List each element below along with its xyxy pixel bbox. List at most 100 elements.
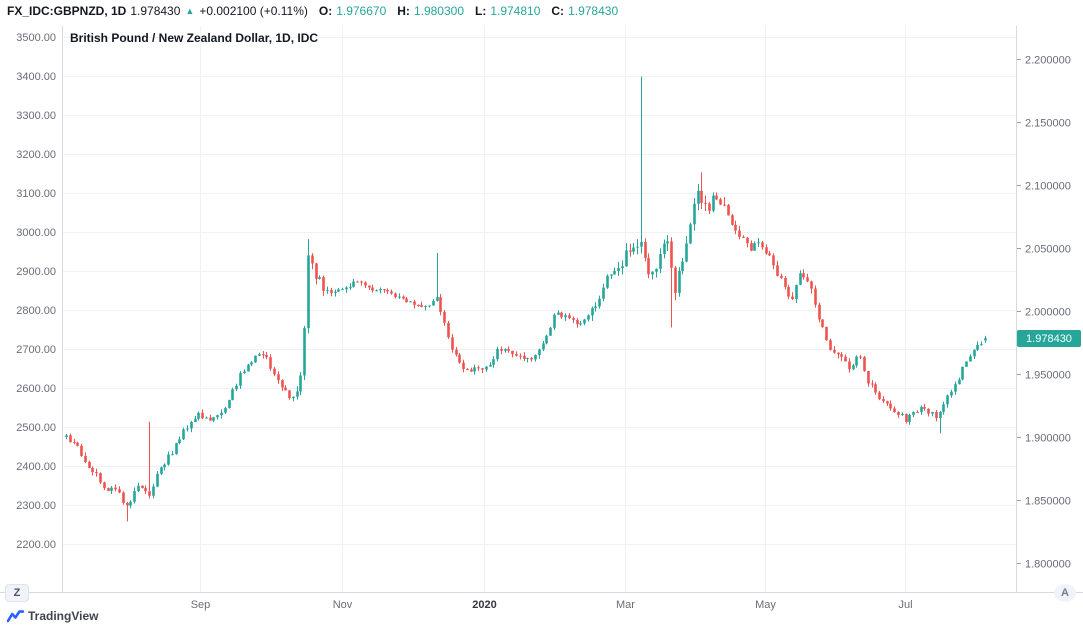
candle-body xyxy=(296,391,299,397)
candle-body xyxy=(636,246,639,248)
candle-body xyxy=(784,277,787,287)
candle-body xyxy=(549,327,552,336)
candle-body xyxy=(148,491,151,496)
candle-body xyxy=(583,319,586,324)
candle-body xyxy=(250,362,253,365)
price-scale-right[interactable] xyxy=(1016,26,1083,592)
candle-body xyxy=(799,273,802,285)
candle-body xyxy=(390,291,393,294)
candle-body xyxy=(939,411,942,418)
candle-body xyxy=(757,242,760,244)
candle-body xyxy=(954,384,957,392)
candle-body xyxy=(674,267,677,293)
symbol-title-legend[interactable]: FX_IDC:GBPNZD, 1D xyxy=(7,4,127,18)
y-axis-left-label: 3000.00 xyxy=(16,227,56,239)
candle-body xyxy=(186,428,189,430)
candle-body xyxy=(557,312,560,315)
candle-body xyxy=(133,491,136,502)
candle-body xyxy=(617,267,620,271)
candle-body xyxy=(731,215,734,225)
open-value: 1.976670 xyxy=(336,4,387,18)
up-arrow-icon: ▲ xyxy=(185,6,195,16)
candle-body xyxy=(69,435,72,443)
time-scale[interactable] xyxy=(0,592,1083,612)
y-axis-left-label: 3400.00 xyxy=(16,71,56,83)
candle-body xyxy=(526,358,529,360)
candle-body xyxy=(383,289,386,291)
candle-body xyxy=(292,396,295,399)
tradingview-logo[interactable]: TradingView xyxy=(7,609,98,623)
y-axis-left-label: 2500.00 xyxy=(16,422,56,434)
candle-body xyxy=(413,301,416,305)
candle-body xyxy=(88,461,91,468)
y-axis-right-label: 2.150000 xyxy=(1025,118,1071,130)
candle-body xyxy=(80,445,83,456)
candle-body xyxy=(874,384,877,393)
candle-body xyxy=(303,328,306,376)
candle-body xyxy=(175,443,178,455)
candle-body xyxy=(481,368,484,370)
candle-body xyxy=(587,315,590,320)
candle-body xyxy=(402,296,405,299)
candle-body xyxy=(523,355,526,359)
candle-body xyxy=(496,349,499,360)
price-scale-left[interactable] xyxy=(0,26,62,592)
candle-body xyxy=(455,349,458,355)
candle-body xyxy=(262,354,265,356)
candle-body xyxy=(715,195,718,200)
candle-body xyxy=(776,265,779,276)
high-value: 1.980300 xyxy=(413,4,464,18)
close-label: C: xyxy=(551,4,565,18)
candle-body xyxy=(598,298,601,307)
candle-body xyxy=(576,319,579,325)
candle-body xyxy=(976,344,979,350)
candle-body xyxy=(243,371,246,374)
candle-body xyxy=(352,281,355,287)
candle-body xyxy=(973,349,976,357)
timezone-button[interactable]: Z xyxy=(5,584,29,602)
candle-body xyxy=(882,399,885,402)
y-axis-left-label: 2700.00 xyxy=(16,344,56,356)
candle-body xyxy=(560,312,563,318)
candle-body xyxy=(288,390,291,399)
candle-body xyxy=(511,350,514,355)
candle-body xyxy=(167,454,170,465)
candle-body xyxy=(859,356,862,358)
candle-body xyxy=(534,355,537,360)
y-axis-right-label: 2.100000 xyxy=(1025,181,1071,193)
last-price-legend: 1.978430 xyxy=(130,4,181,18)
candle-body xyxy=(451,337,454,350)
candle-body xyxy=(542,343,545,350)
chart-title: British Pound / New Zealand Dollar, 1D, … xyxy=(70,31,319,45)
candle-body xyxy=(723,204,726,206)
candle-body xyxy=(931,411,934,414)
auto-scale-button[interactable]: A xyxy=(1054,584,1076,602)
candle-body xyxy=(958,379,961,385)
candle-body xyxy=(825,326,828,341)
y-axis-left-label: 2300.00 xyxy=(16,500,56,512)
candle-body xyxy=(787,286,790,297)
candle-body xyxy=(284,387,287,391)
candle-body xyxy=(753,243,756,251)
candle-body xyxy=(848,361,851,370)
candle-body xyxy=(738,230,741,237)
candle-body xyxy=(697,190,700,204)
candle-body xyxy=(961,366,964,380)
candle-body xyxy=(436,297,439,301)
y-axis-left-label: 2200.00 xyxy=(16,539,56,551)
candle-body xyxy=(693,203,696,225)
candle-body xyxy=(364,282,367,286)
candle-body xyxy=(447,322,450,338)
candle-body xyxy=(152,486,155,496)
candle-body xyxy=(916,412,919,414)
candle-body xyxy=(923,406,926,409)
candle-body xyxy=(629,250,632,252)
price-change: +0.002100 (+0.11%) xyxy=(199,4,308,18)
candle-body xyxy=(65,435,68,437)
candle-body xyxy=(935,411,938,418)
y-axis-left-label: 2900.00 xyxy=(16,266,56,278)
candle-body xyxy=(201,412,204,419)
candle-body xyxy=(107,488,110,491)
candle-body xyxy=(224,407,227,413)
